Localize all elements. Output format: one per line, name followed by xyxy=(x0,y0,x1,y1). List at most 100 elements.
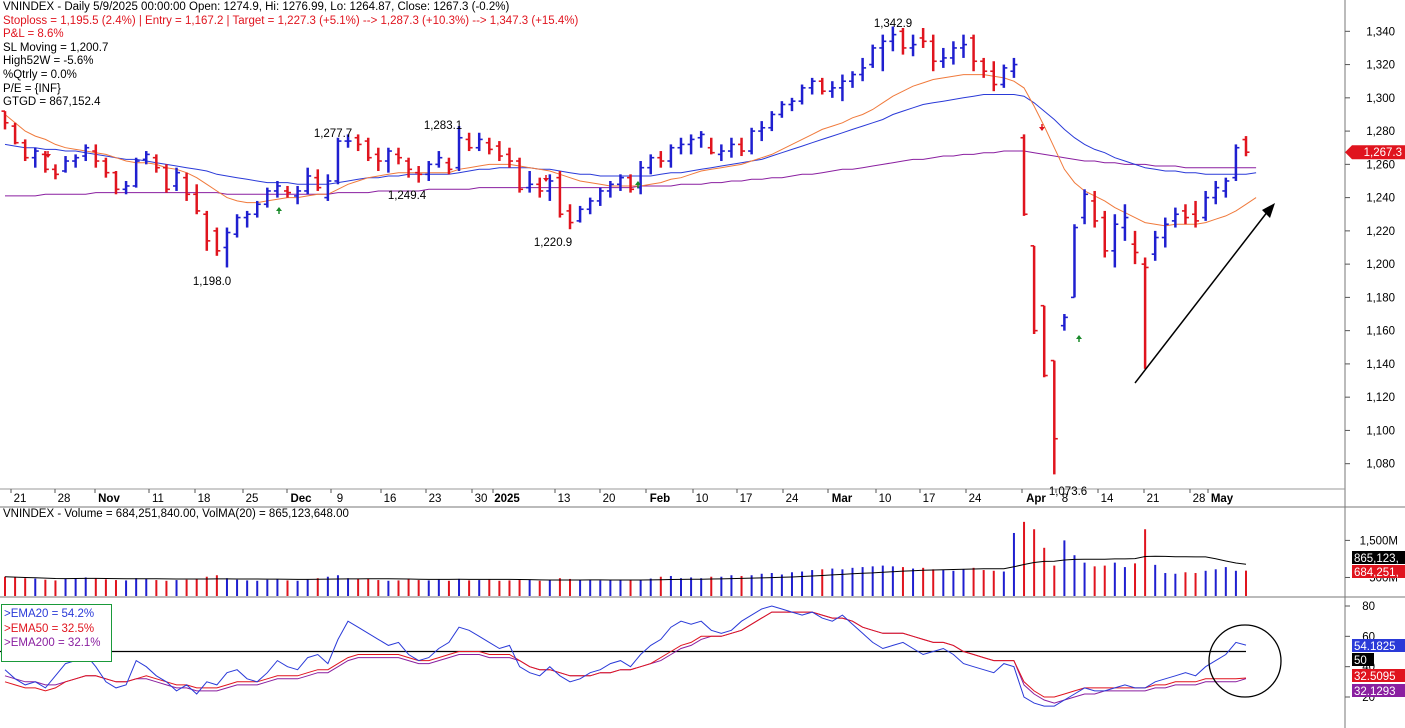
header-pe: P/E = {INF} xyxy=(3,82,61,95)
candle xyxy=(576,205,584,223)
candle xyxy=(869,44,877,68)
x-tick-label: 10 xyxy=(696,493,709,505)
candle xyxy=(1151,230,1159,261)
candle xyxy=(1070,224,1078,299)
candle xyxy=(939,47,947,68)
candle xyxy=(828,81,836,98)
candle xyxy=(717,144,725,162)
candle xyxy=(758,121,766,142)
candle xyxy=(1040,304,1048,378)
candle xyxy=(405,157,413,178)
signal-head xyxy=(276,207,282,211)
x-tick-label: 28 xyxy=(1193,493,1206,505)
candle xyxy=(505,147,513,168)
candle xyxy=(344,134,352,148)
candle xyxy=(173,167,181,191)
candle xyxy=(697,131,705,148)
x-tick-label: 2025 xyxy=(494,493,520,505)
candle xyxy=(263,187,271,208)
y-tick-label: 1,220 xyxy=(1366,226,1395,238)
ema50-badge-label: 32.5095 xyxy=(1354,671,1396,683)
x-tick-label: Nov xyxy=(98,493,120,505)
candle xyxy=(808,77,816,95)
candle xyxy=(152,154,160,173)
header-sl-moving: SL Moving = 1,200.7 xyxy=(3,41,109,54)
candle xyxy=(82,144,90,162)
candle xyxy=(1141,257,1149,369)
ema-legend: >EMA20 = 54.2% >EMA50 = 32.5% >EMA200 = … xyxy=(1,604,112,662)
breadth-tick-label: 80 xyxy=(1362,601,1375,613)
price-annotation: 1,277.7 xyxy=(314,128,352,140)
candle xyxy=(1202,190,1210,221)
candle xyxy=(980,57,988,78)
volume-tick-label: 1,500M xyxy=(1360,535,1398,547)
candle xyxy=(566,204,574,230)
candle xyxy=(1081,189,1089,225)
ema20-badge-label: 54.1825 xyxy=(1354,641,1396,653)
candle xyxy=(162,164,170,193)
ema20-badge: 54.1825 xyxy=(1352,639,1405,653)
header-high52w: High52W = -5.6% xyxy=(3,55,94,68)
candle xyxy=(435,151,443,168)
candle xyxy=(788,97,796,112)
x-tick-label: 17 xyxy=(740,493,753,505)
down-signal-icon xyxy=(45,151,51,158)
trend-arrow-head xyxy=(1262,203,1275,218)
volume-title: VNINDEX - Volume = 684,251,840.00, VolMA… xyxy=(3,508,349,520)
ema20-breadth-line xyxy=(4,605,1247,707)
candle xyxy=(889,26,897,52)
candle xyxy=(233,214,241,238)
volume-ma-badge-label: 865,123, xyxy=(1354,553,1399,565)
candle xyxy=(929,34,937,72)
chart-header: VNINDEX - Daily 5/9/2025 00:00:00 Open: … xyxy=(3,1,578,110)
up-signal-icon xyxy=(1076,335,1082,342)
volume-badge-bg xyxy=(1352,565,1405,578)
reference-badge-bg xyxy=(1352,653,1374,666)
candle xyxy=(112,171,120,195)
candle xyxy=(384,147,392,173)
last-price-badge: 1,267.3 xyxy=(1345,145,1405,160)
signal-head xyxy=(635,181,641,185)
ema200-badge: 32.1293 xyxy=(1352,684,1405,698)
candle xyxy=(21,139,29,162)
candle xyxy=(183,172,191,201)
price-annotation: 1,283.1 xyxy=(424,120,462,132)
ema200-badge-bg xyxy=(1352,684,1405,697)
ema50-badge: 32.5095 xyxy=(1352,669,1405,683)
candle xyxy=(11,122,19,145)
candle xyxy=(838,74,846,102)
x-tick-label: 10 xyxy=(879,493,892,505)
candle xyxy=(1,110,9,130)
candle xyxy=(102,157,110,178)
volume-title-prefix: VNINDEX - xyxy=(3,508,65,520)
candle xyxy=(1121,204,1129,241)
x-tick-label: 21 xyxy=(14,493,27,505)
candle xyxy=(1171,207,1179,228)
candle xyxy=(1060,314,1068,331)
volume-badge: 684,251, xyxy=(1352,565,1405,579)
x-tick-label: Feb xyxy=(650,493,670,505)
candle xyxy=(1010,57,1018,78)
x-tick-label: Mar xyxy=(832,493,853,505)
x-tick-label: 17 xyxy=(923,493,936,505)
candle xyxy=(31,147,39,168)
header-targets: Stoploss = 1,195.5 (2.4%) | Entry = 1,16… xyxy=(3,14,579,27)
candle xyxy=(62,156,70,173)
y-tick-label: 1,260 xyxy=(1366,159,1395,171)
ema200-legend: >EMA200 = 32.1% xyxy=(4,637,101,649)
candle xyxy=(627,174,635,193)
candle xyxy=(738,137,746,157)
signal-head xyxy=(543,178,549,182)
x-tick-label: Apr xyxy=(1026,493,1046,505)
candle xyxy=(132,157,140,188)
x-tick-label: 23 xyxy=(429,493,442,505)
candle xyxy=(778,101,786,118)
x-tick-label: Dec xyxy=(290,493,312,505)
candle xyxy=(727,137,735,158)
signal-head xyxy=(45,154,51,158)
candle xyxy=(546,174,554,201)
price-annotation: 1,220.9 xyxy=(534,237,572,249)
volume-ma-badge: 865,123, xyxy=(1352,551,1405,565)
signal-head xyxy=(1076,335,1082,339)
y-tick-label: 1,300 xyxy=(1366,93,1395,105)
